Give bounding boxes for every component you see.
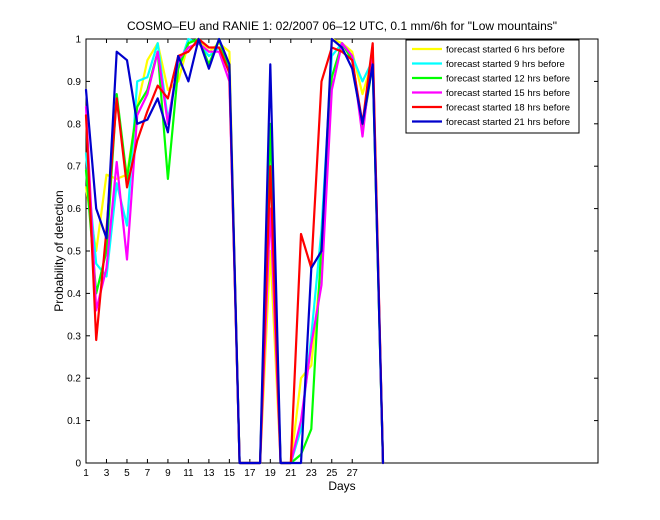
legend-label-3: forecast started 12 hrs before <box>446 74 570 85</box>
x-tick-label: 11 <box>183 468 194 479</box>
y-tick-label: 0.8 <box>67 119 81 130</box>
legend-box <box>405 39 580 134</box>
legend-label-4: forecast started 15 hrs before <box>446 88 570 99</box>
x-tick-label: 17 <box>244 468 256 479</box>
x-tick-label: 21 <box>285 468 297 479</box>
y-tick-label: 0.6 <box>67 204 81 215</box>
y-tick-label: 0 <box>75 459 81 470</box>
y-tick-label: 0.9 <box>67 77 81 88</box>
legend-label-6: forecast started 21 hrs before <box>446 117 570 128</box>
y-axis: 0 0.1 0.2 0.3 0.4 0.5 0.6 0.7 0.8 0.9 1 <box>67 35 598 470</box>
legend: forecast started 6 hrs before forecast st… <box>405 39 580 134</box>
x-tick-label: 9 <box>165 468 171 479</box>
y-tick-label: 0.1 <box>67 416 81 427</box>
y-tick-label: 0.4 <box>67 289 81 300</box>
x-axis-title: Days <box>328 479 355 493</box>
y-tick-label: 1 <box>75 35 81 46</box>
series-line-6 <box>84 37 385 465</box>
x-tick-label: 13 <box>203 468 215 479</box>
x-tick-label: 19 <box>265 468 277 479</box>
x-tick-label: 5 <box>124 468 130 479</box>
legend-label-5: forecast started 18 hrs before <box>446 103 570 114</box>
x-tick-label: 15 <box>224 468 236 479</box>
x-tick-label: 7 <box>145 468 151 479</box>
x-axis: 1 3 5 7 9 11 13 15 17 19 21 23 25 27 <box>83 39 358 479</box>
x-tick-label: 27 <box>347 468 359 479</box>
x-tick-label: 23 <box>306 468 318 479</box>
y-axis-title: Probability of detection <box>52 190 66 311</box>
y-tick-label: 0.7 <box>67 162 81 173</box>
y-tick-label: 0.2 <box>67 374 81 385</box>
series-layer <box>84 37 385 465</box>
x-tick-label: 3 <box>104 468 110 479</box>
y-tick-label: 0.5 <box>67 247 81 258</box>
y-tick-label: 0.3 <box>67 331 81 342</box>
legend-label-2: forecast started 9 hrs before <box>446 59 565 70</box>
x-tick-label: 1 <box>83 468 89 479</box>
chart-title: COSMO–EU and RANIE 1: 02/2007 06–12 UTC,… <box>127 19 557 33</box>
legend-label-1: forecast started 6 hrs before <box>446 45 565 56</box>
x-tick-label: 25 <box>326 468 338 479</box>
